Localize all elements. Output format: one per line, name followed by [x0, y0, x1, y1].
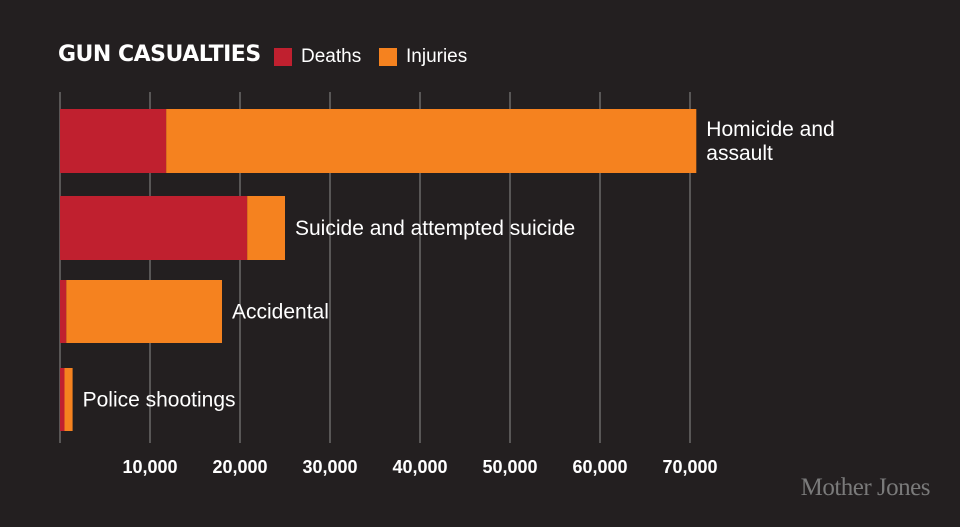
x-tick-label: 20,000 — [212, 457, 267, 477]
x-tick-label: 60,000 — [572, 457, 627, 477]
legend-swatch-deaths — [274, 48, 292, 66]
x-tick-label: 70,000 — [662, 457, 717, 477]
legend-swatch-injuries — [379, 48, 397, 66]
bar-injuries-2 — [247, 196, 285, 260]
x-tick-label: 10,000 — [122, 457, 177, 477]
legend-injuries: Injuries — [379, 46, 467, 68]
category-label: Accidental — [232, 301, 329, 324]
credit-logo: Mother Jones — [800, 474, 931, 501]
x-tick-label: 50,000 — [482, 457, 537, 477]
bar-injuries-4 — [64, 368, 73, 431]
legend-deaths: Deaths — [274, 46, 361, 68]
bar-injuries-3 — [66, 280, 222, 343]
category-label: Police shootings — [83, 389, 236, 412]
legend-label-deaths: Deaths — [301, 46, 362, 67]
bar-deaths-1 — [60, 109, 167, 173]
bar-deaths-3 — [60, 280, 67, 343]
legend-label-injuries: Injuries — [406, 46, 468, 67]
category-label: Homicide and — [706, 118, 834, 141]
category-label: assault — [706, 142, 773, 165]
bar-deaths-2 — [60, 196, 248, 260]
chart-title: GUN CASUALTIES — [58, 42, 261, 67]
x-tick-label: 40,000 — [392, 457, 447, 477]
x-tick-label: 30,000 — [302, 457, 357, 477]
category-label: Suicide and attempted suicide — [295, 217, 575, 240]
bar-deaths-4 — [60, 368, 65, 431]
bar-injuries-1 — [166, 109, 697, 173]
